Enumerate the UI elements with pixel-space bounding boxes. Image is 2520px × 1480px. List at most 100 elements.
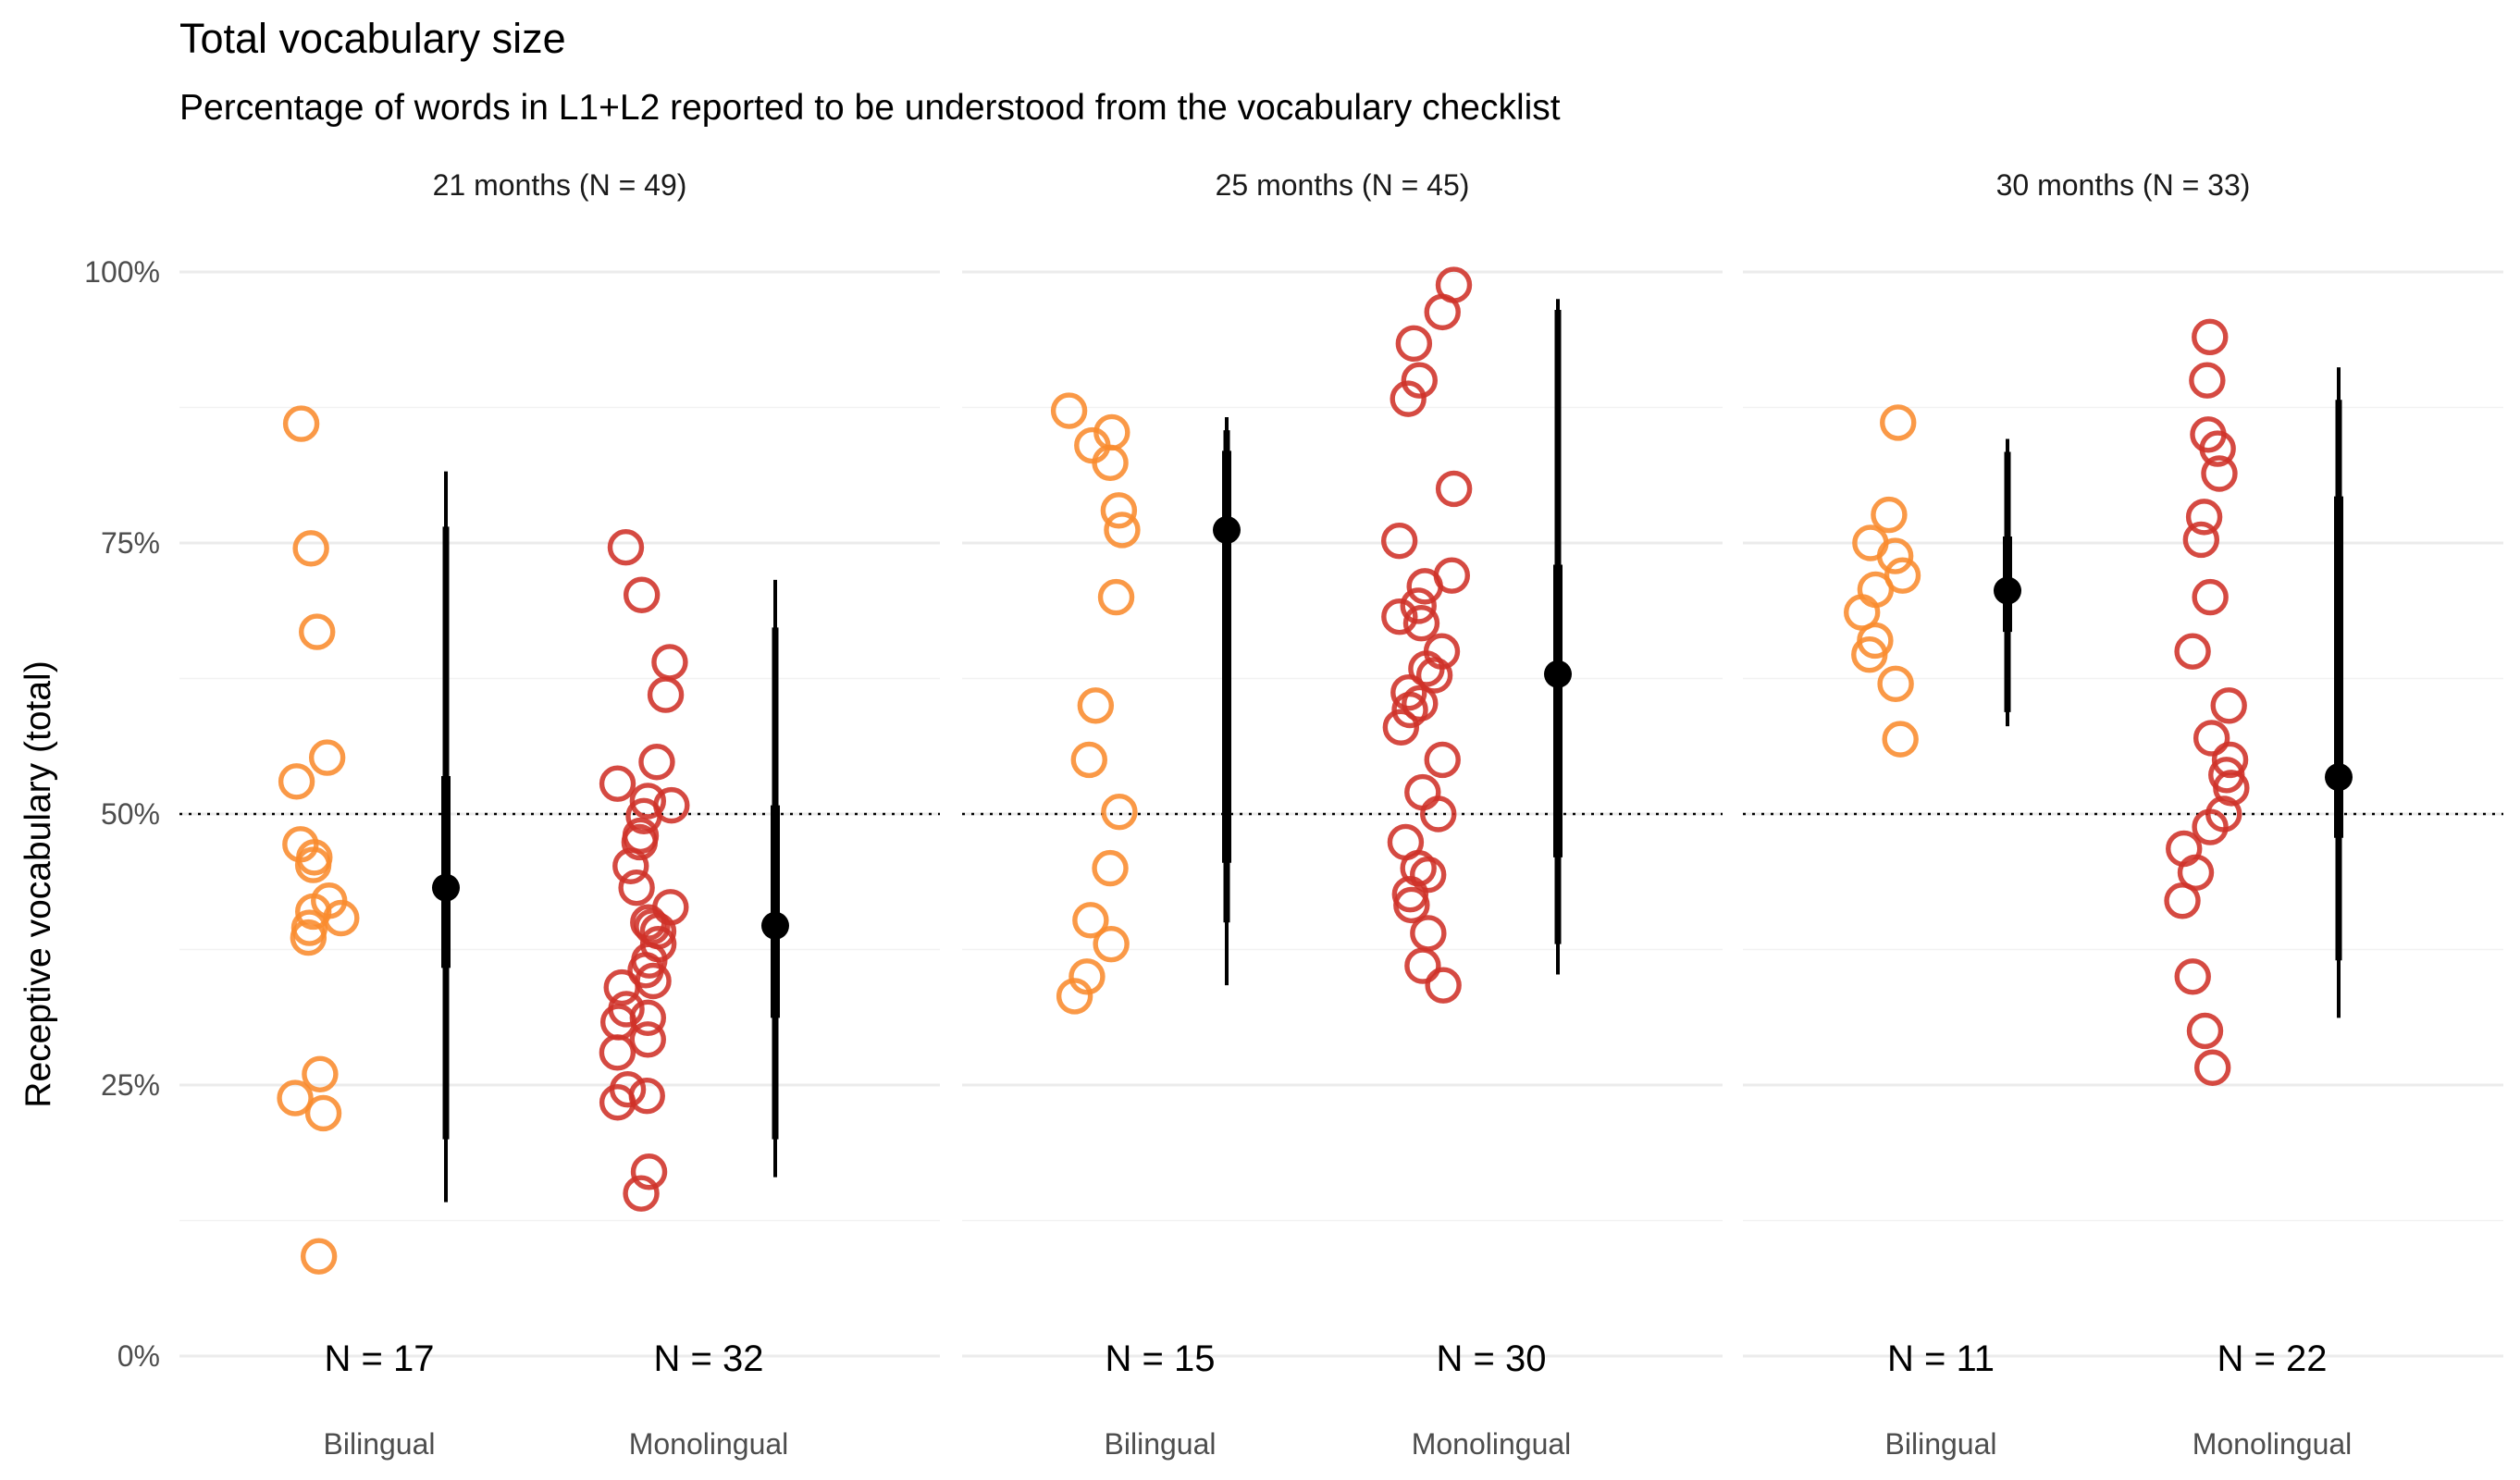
x-category-label: Bilingual — [1885, 1427, 1997, 1461]
facet-strip-label: 25 months (N = 45) — [1216, 168, 1470, 202]
data-point — [278, 763, 315, 800]
data-point — [2211, 741, 2249, 779]
data-point — [1433, 557, 1471, 594]
data-point — [1871, 496, 1908, 534]
data-point — [2205, 796, 2242, 832]
chart-title: Total vocabulary size — [179, 15, 566, 62]
y-axis-label: Receptive vocabulary (total) — [19, 660, 58, 1107]
median-point — [1994, 576, 2021, 605]
data-point — [290, 919, 327, 956]
data-point — [1404, 773, 1441, 811]
data-point — [1877, 665, 1914, 703]
data-point — [599, 1034, 636, 1071]
data-point — [1410, 915, 1447, 952]
y-tick-label: 25% — [101, 1068, 160, 1102]
facet-strip-label: 21 months (N = 49) — [433, 168, 687, 202]
facet-panel: 21 months (N = 49) Bilingual N = 17 Monolin… — [179, 168, 940, 1461]
data-point — [623, 1175, 660, 1212]
median-point — [432, 873, 460, 902]
data-point — [622, 817, 660, 855]
data-point — [2192, 318, 2229, 356]
median-point — [1213, 515, 1241, 544]
data-point — [1100, 492, 1138, 529]
y-tick-labels: 0% 25% 50% 75% 100% — [84, 255, 160, 1373]
data-point — [1069, 958, 1106, 995]
data-point — [311, 882, 348, 919]
group-n-label: N = 15 — [1106, 1338, 1216, 1379]
chart-subtitle: Percentage of words in L1+L2 reported to… — [179, 88, 1561, 128]
data-point — [1852, 524, 1889, 561]
facet-panel: 30 months (N = 33) Bilingual N = 11 Monolin… — [1743, 168, 2503, 1461]
data-point — [302, 1055, 339, 1092]
data-point — [1857, 622, 1894, 660]
x-category-label: Monolingual — [1412, 1427, 1572, 1461]
data-point — [1424, 293, 1461, 331]
data-point — [599, 1084, 636, 1121]
data-point — [1072, 902, 1109, 939]
data-point — [1381, 598, 1418, 635]
data-point — [625, 797, 662, 835]
group-n-label: N = 22 — [2217, 1338, 2328, 1379]
data-point — [1382, 709, 1420, 746]
group-n-label: N = 30 — [1437, 1338, 1547, 1379]
data-point — [300, 1238, 338, 1275]
data-point — [2164, 882, 2201, 919]
data-point — [2193, 1049, 2231, 1086]
data-point — [647, 676, 685, 713]
data-point — [1425, 967, 1462, 1004]
data-point — [1402, 605, 1440, 642]
data-point — [618, 869, 655, 906]
data-point — [1380, 522, 1418, 560]
data-point — [1404, 947, 1441, 984]
data-point — [603, 968, 640, 1006]
data-point — [299, 613, 336, 650]
data-point — [630, 904, 667, 941]
data-point — [1400, 587, 1437, 624]
y-tick-label: 50% — [101, 797, 160, 831]
data-point — [1074, 426, 1111, 464]
data-point — [1050, 392, 1088, 429]
data-point — [1093, 925, 1130, 963]
data-point — [1056, 978, 1093, 1015]
group-n-label: N = 11 — [1887, 1338, 1995, 1379]
data-point — [1420, 796, 1457, 832]
median-point — [761, 911, 789, 940]
data-point — [1092, 849, 1129, 887]
data-point — [2192, 578, 2229, 616]
data-point — [607, 528, 645, 566]
facet-panels: 21 months (N = 49) Bilingual N = 17 Monolin… — [179, 168, 2503, 1461]
data-point — [2177, 854, 2215, 891]
data-point — [651, 644, 688, 681]
data-point — [1097, 578, 1135, 616]
facet-strip-label: 30 months (N = 33) — [1996, 168, 2251, 202]
data-point — [304, 1094, 342, 1132]
data-point — [2174, 633, 2211, 670]
data-point — [1415, 657, 1453, 694]
x-category-label: Bilingual — [1105, 1427, 1217, 1461]
data-point — [2174, 958, 2211, 995]
data-point — [1884, 557, 1921, 594]
data-point — [629, 1021, 666, 1058]
median-point — [2325, 763, 2353, 792]
data-point — [1077, 687, 1115, 724]
data-point — [1393, 886, 1430, 924]
data-point — [2186, 1012, 2224, 1050]
y-tick-label: 75% — [101, 526, 160, 560]
data-point — [1390, 380, 1427, 417]
data-point — [1880, 404, 1917, 441]
data-point — [1104, 512, 1141, 549]
facet-panel: 25 months (N = 45) Bilingual N = 15 Monolin… — [962, 168, 1723, 1461]
data-point — [308, 739, 346, 776]
data-point — [629, 783, 667, 820]
data-point — [2210, 687, 2247, 724]
data-point — [1423, 633, 1461, 670]
data-point — [1424, 741, 1461, 779]
data-point — [2213, 770, 2250, 807]
y-tick-label: 0% — [117, 1339, 160, 1373]
data-point — [1401, 362, 1438, 399]
data-point — [292, 530, 329, 567]
x-category-label: Monolingual — [629, 1427, 789, 1461]
data-point — [1101, 793, 1138, 831]
data-point — [1391, 691, 1428, 729]
